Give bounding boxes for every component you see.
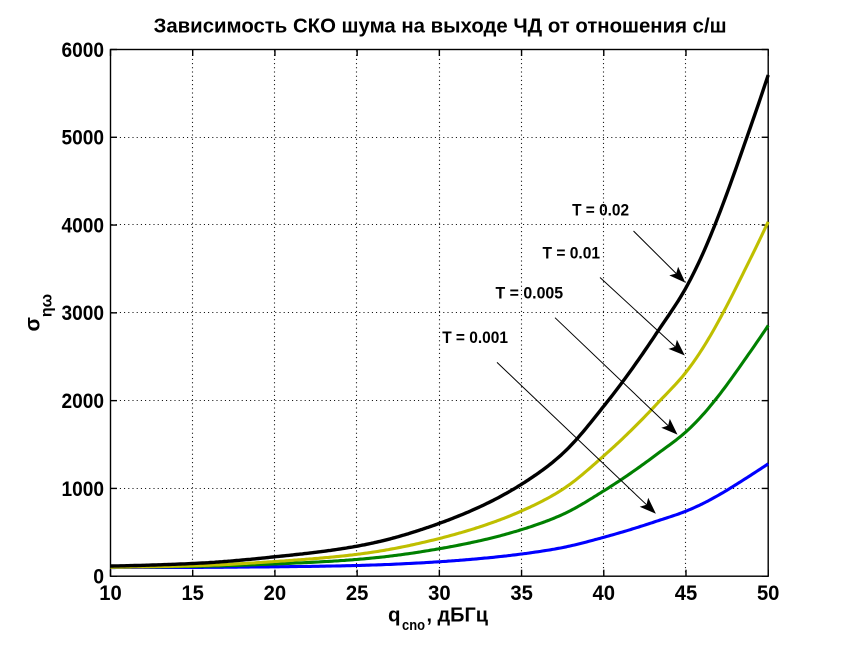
svg-text:T = 0.001: T = 0.001 xyxy=(442,328,508,347)
svg-text:4000: 4000 xyxy=(62,215,105,238)
svg-text:5000: 5000 xyxy=(62,127,105,150)
svg-text:T = 0.01: T = 0.01 xyxy=(543,243,601,262)
svg-text:q: q xyxy=(388,604,401,627)
svg-text:6000: 6000 xyxy=(62,39,105,62)
svg-text:20: 20 xyxy=(264,582,287,605)
svg-text:3000: 3000 xyxy=(62,302,105,325)
svg-text:1000: 1000 xyxy=(62,478,105,501)
svg-text:30: 30 xyxy=(428,582,451,605)
svg-text:, дБГц: , дБГц xyxy=(427,604,489,627)
svg-text:2000: 2000 xyxy=(62,390,105,413)
svg-text:45: 45 xyxy=(675,582,698,605)
svg-text:cno: cno xyxy=(402,617,425,634)
svg-text:50: 50 xyxy=(757,582,780,605)
svg-text:Зависимость СКО шума на выходе: Зависимость СКО шума на выходе ЧД от отн… xyxy=(154,14,727,37)
svg-text:T = 0.005: T = 0.005 xyxy=(496,284,564,303)
svg-text:25: 25 xyxy=(346,582,369,605)
svg-text:15: 15 xyxy=(181,582,204,605)
svg-text:10: 10 xyxy=(99,582,122,605)
svg-text:0: 0 xyxy=(93,566,104,589)
svg-text:T = 0.02: T = 0.02 xyxy=(572,200,629,219)
svg-text:35: 35 xyxy=(510,582,533,605)
svg-text:40: 40 xyxy=(593,582,616,605)
